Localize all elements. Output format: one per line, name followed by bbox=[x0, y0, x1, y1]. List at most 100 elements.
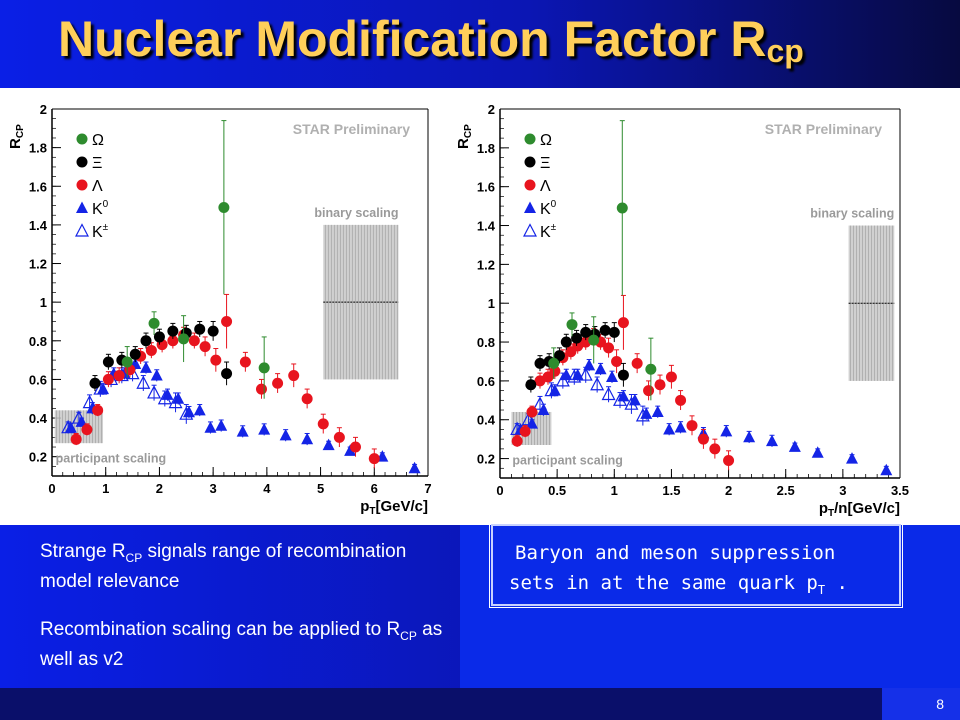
legend-label-text: K bbox=[540, 224, 551, 241]
x-axis-label: pT[GeV/c] bbox=[360, 498, 428, 517]
data-point-k0 bbox=[97, 382, 110, 395]
data-point-k0 bbox=[236, 425, 249, 437]
data-point-lambda bbox=[272, 377, 284, 389]
chart-rcp-vs-pt-per-quark: 0 0.5 1 1.5 2 2.5 3 3.5 0.2 0.4 0.6 0.8 1 1.2 1.4 1.6 1.… bbox=[458, 88, 960, 525]
data-point-lambda bbox=[145, 344, 157, 356]
data-point-k0 bbox=[651, 405, 664, 417]
legend-marker-lambda bbox=[76, 179, 88, 191]
data-point-lambda bbox=[167, 335, 179, 347]
y-tick-label: 1.6 bbox=[29, 179, 47, 194]
x-axis-label-unit: /n[GeV/c] bbox=[834, 500, 900, 517]
data-point-omega bbox=[148, 317, 160, 329]
band-label: binary scaling bbox=[314, 206, 398, 220]
data-point-kpm bbox=[147, 385, 162, 399]
summary-box: Baryon and meson suppression sets in at … bbox=[489, 522, 903, 608]
x-axis-label-main: p bbox=[819, 500, 828, 517]
data-point-lambda bbox=[654, 379, 666, 391]
note-2-text: Recombination scaling can be applied to … bbox=[40, 618, 401, 640]
data-point-lambda bbox=[709, 443, 721, 455]
legend-marker-kpm bbox=[75, 223, 89, 237]
y-tick-label: 1.4 bbox=[29, 218, 48, 233]
note-2-sub: CP bbox=[400, 628, 417, 643]
data-point-k0 bbox=[172, 392, 185, 404]
data-point-omega bbox=[121, 356, 133, 368]
y-tick-label: 1 bbox=[40, 295, 47, 310]
x-axis-label-sub: T bbox=[369, 506, 375, 517]
note-1-sub: CP bbox=[125, 550, 143, 565]
data-point-lambda bbox=[333, 431, 345, 443]
x-tick-label: 1 bbox=[102, 481, 109, 496]
data-point-lambda bbox=[665, 371, 677, 383]
y-tick-label: 0.4 bbox=[29, 411, 48, 426]
x-axis-label: pT/n[GeV/c] bbox=[819, 500, 900, 519]
y-tick-label: 0.8 bbox=[29, 334, 47, 349]
legend-label-omega: Ω bbox=[92, 132, 104, 149]
data-point-k0 bbox=[628, 393, 641, 406]
legend-label-text: Ξ bbox=[540, 155, 550, 172]
data-point-lambda bbox=[697, 433, 709, 445]
data-point-k0 bbox=[204, 421, 217, 433]
data-point-k0 bbox=[880, 463, 893, 476]
x-tick-label: 5 bbox=[317, 481, 324, 496]
data-point-omega bbox=[566, 319, 578, 331]
data-point-xi bbox=[140, 335, 152, 347]
y-tick-label: 0.4 bbox=[477, 413, 496, 428]
data-point-xi bbox=[221, 368, 233, 380]
legend-label-kpm: K± bbox=[92, 222, 109, 241]
note-2-rest: as well as v2 bbox=[40, 618, 443, 670]
data-point-lambda bbox=[617, 317, 629, 329]
x-tick-label: 2 bbox=[725, 483, 732, 498]
data-point-lambda bbox=[519, 425, 531, 437]
data-point-lambda bbox=[611, 355, 623, 367]
data-point-k0 bbox=[344, 444, 357, 456]
data-point-xi bbox=[617, 369, 629, 381]
data-point-xi bbox=[102, 356, 114, 368]
data-point-kpm bbox=[578, 367, 593, 381]
band-label: participant scaling bbox=[56, 452, 166, 466]
y-axis-label: RCP bbox=[458, 124, 474, 149]
data-point-k0 bbox=[150, 369, 163, 381]
data-point-xi bbox=[525, 379, 537, 391]
data-point-lambda bbox=[81, 424, 93, 436]
y-axis-label-sub: CP bbox=[463, 124, 474, 138]
summary-line-2-text: sets in at the same quark p bbox=[509, 572, 818, 594]
y-tick-label: 1.6 bbox=[477, 180, 495, 195]
x-tick-label: 1 bbox=[611, 483, 618, 498]
legend-label-text: Ω bbox=[540, 132, 552, 149]
legend-label-text: Λ bbox=[92, 178, 103, 195]
legend-label-lambda: Λ bbox=[540, 178, 551, 195]
data-point-k0 bbox=[161, 388, 174, 400]
y-tick-label: 1.4 bbox=[477, 219, 496, 234]
legend-label-sup: ± bbox=[103, 222, 109, 233]
data-point-k0 bbox=[322, 438, 335, 451]
data-point-lambda bbox=[199, 341, 211, 353]
data-point-lambda bbox=[255, 383, 267, 395]
data-point-lambda bbox=[92, 404, 104, 416]
data-point-k0 bbox=[537, 403, 550, 416]
data-point-k0 bbox=[640, 407, 653, 419]
y-tick-label: 1 bbox=[488, 296, 495, 311]
data-point-xi bbox=[580, 326, 592, 338]
legend-label-text: K bbox=[92, 224, 103, 241]
data-point-xi bbox=[89, 377, 101, 389]
data-point-k0 bbox=[258, 423, 271, 435]
data-point-lambda bbox=[317, 418, 329, 430]
data-point-lambda bbox=[113, 370, 125, 382]
data-point-xi bbox=[599, 324, 611, 336]
data-point-lambda bbox=[675, 394, 687, 406]
page-number-box: 8 bbox=[882, 688, 960, 720]
data-point-lambda bbox=[723, 455, 735, 467]
x-tick-label: 0 bbox=[496, 483, 503, 498]
data-point-k0 bbox=[548, 384, 561, 396]
data-point-omega bbox=[258, 362, 270, 374]
data-point-xi bbox=[553, 350, 565, 362]
x-axis-label-sub: T bbox=[828, 508, 834, 519]
data-point-lambda bbox=[301, 393, 313, 405]
data-point-xi bbox=[194, 323, 206, 335]
data-point-omega bbox=[645, 363, 657, 375]
data-point-xi bbox=[608, 326, 620, 338]
data-point-k0 bbox=[811, 446, 824, 458]
legend-marker-kpm bbox=[523, 223, 537, 237]
data-point-k0 bbox=[193, 403, 206, 416]
data-point-lambda bbox=[221, 315, 233, 327]
